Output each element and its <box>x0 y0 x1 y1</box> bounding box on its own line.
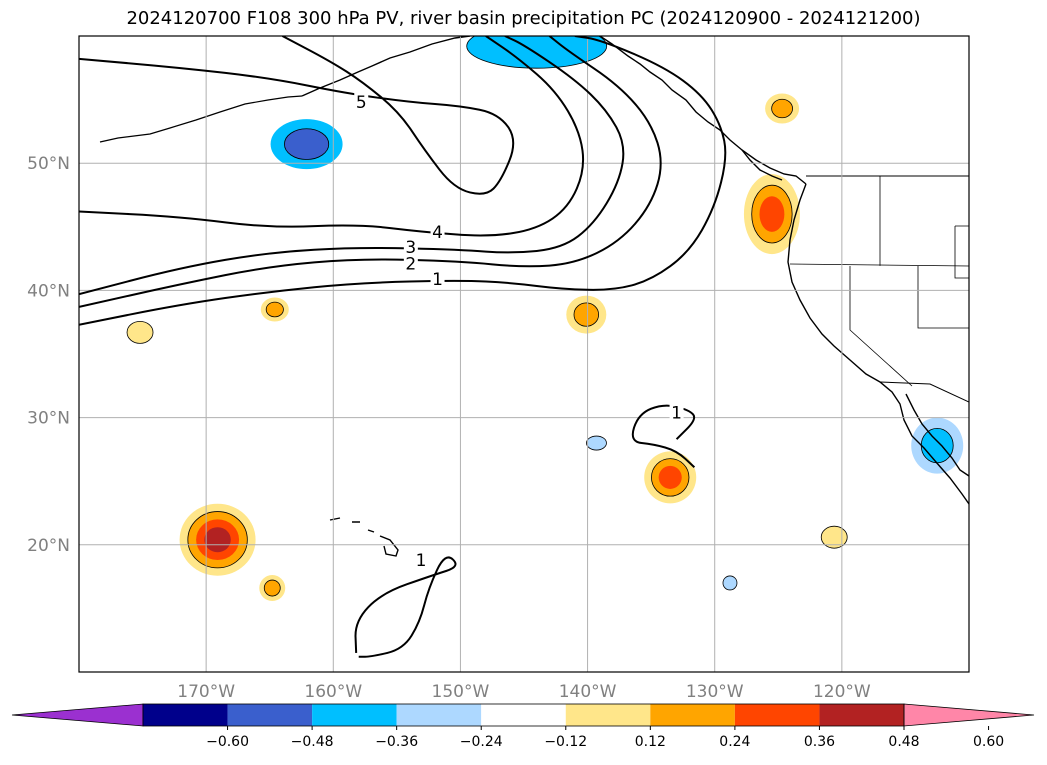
pv-contour-5 <box>631 404 696 468</box>
hawaii-coastline <box>329 517 399 557</box>
coastline-layer <box>99 36 969 557</box>
precip-blob-2-level-3 <box>204 527 231 553</box>
lon-tick-label: 150°W <box>432 682 490 702</box>
chart-title: 2024120700 F108 300 hPa PV, river basin … <box>126 8 921 29</box>
pv-contour-4 <box>79 36 515 195</box>
map-background <box>79 36 969 672</box>
lat-tick-label: 30°N <box>27 409 70 429</box>
colorbar-tick-label: 0.24 <box>719 734 750 750</box>
pv-contour-label-1: 2 <box>405 255 416 275</box>
lon-tick-label: 140°W <box>559 682 617 702</box>
pv-contour-label-bg-0 <box>430 268 445 287</box>
colorbar-tick-label: −0.36 <box>375 734 418 750</box>
colorbar-extend-min <box>11 703 144 727</box>
precip-blob-11-level-0 <box>586 435 607 451</box>
colorbar: −0.60 −0.48 −0.36 −0.24 −0.12 0.12 0.24 0.36 0.4… <box>11 703 1035 750</box>
precip-blob-3-level-2 <box>759 196 785 232</box>
colorbar-bin-5 <box>565 704 651 726</box>
lon-tick-label: 160°W <box>304 682 362 702</box>
pv-contour-label-bg-6 <box>414 550 429 569</box>
precip-blob-1-level-0 <box>466 36 608 69</box>
lat-tick-label: 40°N <box>27 281 70 301</box>
lat-tick-label: 20°N <box>27 536 70 556</box>
precip-blob-4-level-2 <box>658 465 682 489</box>
us-mexico-border <box>879 381 969 403</box>
latitude-labels: 20°N 30°N 40°N 50°N <box>27 154 70 556</box>
pv-contour-6 <box>354 556 457 658</box>
colorbar-bin-1 <box>227 704 313 726</box>
colorbar-bin-3 <box>396 704 482 726</box>
colorbar-bin-8 <box>819 704 904 726</box>
pv-contour-label-2: 3 <box>405 238 416 258</box>
precip-blob-6-level-1 <box>771 98 793 119</box>
map-frame <box>78 35 970 673</box>
colorbar-bin-7 <box>734 704 820 726</box>
west-coast-coastline <box>787 183 969 505</box>
pv-contour-1 <box>79 36 662 308</box>
lon-tick-label: 170°W <box>177 682 235 702</box>
precip-blob-0-level-1 <box>284 128 330 160</box>
aleutian-coastline <box>99 95 303 143</box>
pv-contour-label-bg-4 <box>354 92 369 111</box>
pv-contour-2 <box>79 36 625 296</box>
pv-contour-label-bg-1 <box>403 253 418 272</box>
precipitation-layer <box>126 36 964 602</box>
colorbar-tick-label: −0.60 <box>206 734 249 750</box>
pv-contour-label-5: 1 <box>671 404 682 424</box>
colorbar-bin-0 <box>143 704 228 726</box>
colorbar-bin-6 <box>650 704 735 726</box>
state-borders <box>789 176 969 387</box>
pv-contour-label-0: 1 <box>432 270 443 290</box>
precip-blob-5-level-1 <box>573 302 600 327</box>
colorbar-tick-label: 0.60 <box>973 734 1004 750</box>
colorbar-tick-label: −0.48 <box>291 734 334 750</box>
colorbar-tick-label: 0.36 <box>804 734 835 750</box>
precip-blob-8-level-1 <box>263 579 281 597</box>
colorbar-extend-max <box>903 703 1035 727</box>
precip-blob-13-level-0 <box>820 525 848 549</box>
pv-contour-label-bg-3 <box>430 221 445 240</box>
colorbar-frame <box>142 703 905 727</box>
pv-contour-layer <box>79 36 727 658</box>
longitude-labels: 170°W 160°W 150°W 140°W 130°W 120°W <box>177 682 871 702</box>
pv-contour-3 <box>79 36 585 237</box>
pv-contour-label-6: 1 <box>416 551 427 571</box>
vancouver-island-coastline <box>741 149 783 181</box>
pv-contour-label-3: 4 <box>432 223 443 243</box>
colorbar-bin-4 <box>481 704 566 726</box>
lon-tick-label: 120°W <box>813 682 871 702</box>
precip-blob-9-level-0 <box>126 320 154 344</box>
colorbar-tick-label: 0.12 <box>635 734 666 750</box>
alaska-peninsula-coastline <box>301 36 471 97</box>
lon-tick-label: 130°W <box>686 682 744 702</box>
precip-blob-7-level-1 <box>265 301 284 318</box>
alaska-panhandle-coastline <box>599 36 807 185</box>
pv-contour-label-bg-5 <box>669 402 684 421</box>
pv-contour-label-4: 5 <box>356 93 367 113</box>
pv-contour-label-bg-2 <box>403 237 418 256</box>
colorbar-bin-2 <box>312 704 397 726</box>
grid-layer <box>79 36 969 672</box>
lat-tick-label: 50°N <box>27 154 70 174</box>
pv-contour-0 <box>79 36 727 326</box>
precip-blob-10-level-1 <box>920 427 954 464</box>
colorbar-tick-label: −0.24 <box>460 734 503 750</box>
precip-blob-12-level-0 <box>722 575 738 591</box>
colorbar-tick-label: −0.12 <box>544 734 587 750</box>
colorbar-tick-label: 0.48 <box>888 734 919 750</box>
baja-coastline <box>905 393 969 477</box>
